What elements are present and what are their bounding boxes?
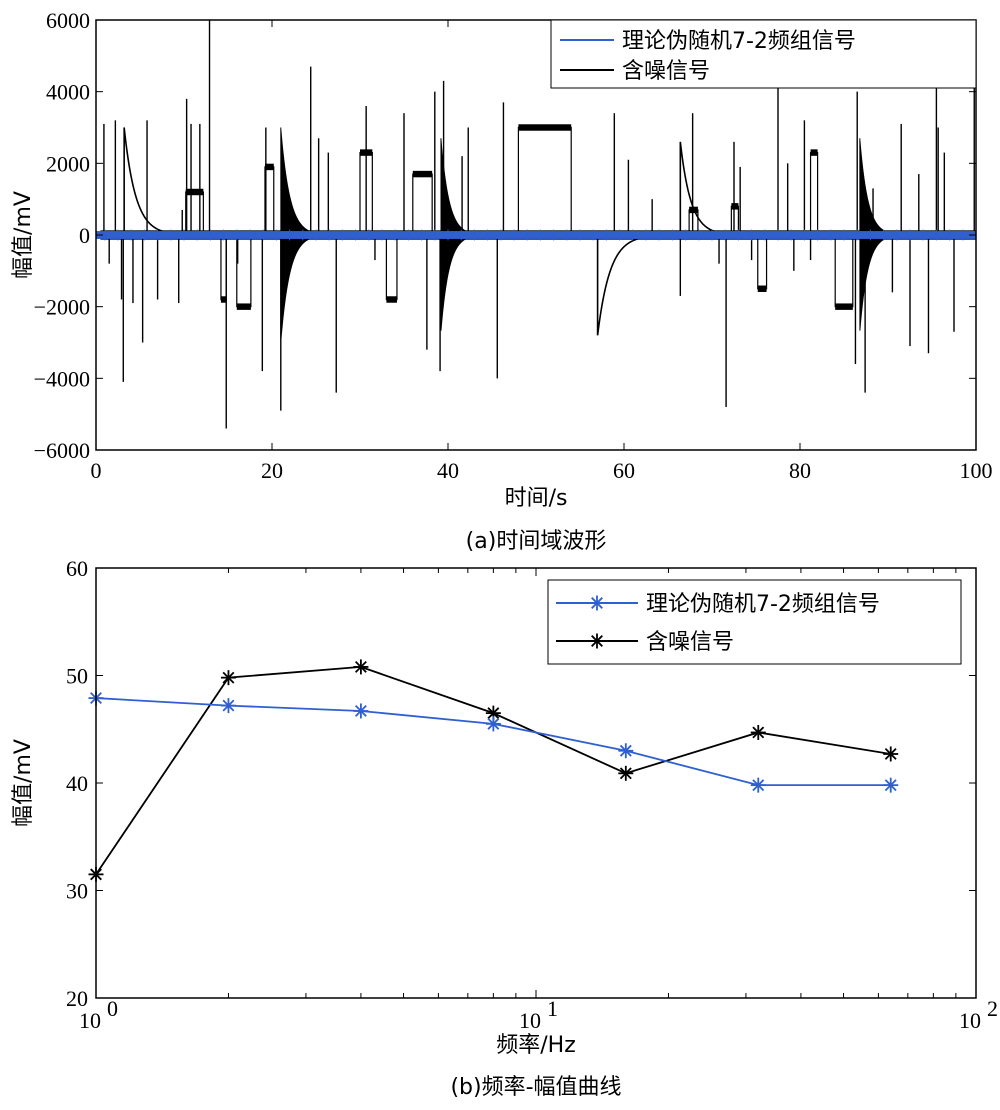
y-tick-label: 6000: [46, 8, 90, 33]
data-point-marker-stroke: [752, 779, 765, 792]
data-point-marker-stroke: [222, 671, 235, 684]
data-point-marker-stroke: [222, 699, 235, 712]
theory-signal-line: [96, 229, 976, 241]
data-point-marker-stroke: [619, 767, 632, 780]
data-point-marker-stroke: [884, 779, 897, 792]
y-tick-label: 50: [66, 664, 88, 689]
x-tick-label: 40: [437, 458, 459, 483]
legend-marker-noisy-b: [589, 633, 605, 649]
data-point-marker: [220, 670, 236, 686]
y-tick-label: 4000: [46, 80, 90, 105]
legend-star: [589, 633, 605, 649]
step-pulse-band: [810, 149, 818, 156]
data-point-marker: [353, 703, 369, 719]
y-tick-label: 40: [66, 771, 88, 796]
step-pulse-band: [220, 296, 227, 303]
data-point-marker-stroke: [354, 660, 367, 673]
legend-label-theory-a: 理论伪随机7-2频组信号: [622, 29, 856, 54]
data-point-marker-stroke: [487, 707, 500, 720]
y-tick-label: 0: [79, 223, 90, 248]
legend-star-stroke: [591, 597, 603, 609]
data-point-marker: [750, 724, 766, 740]
y-axis-label-a: 幅值/mV: [11, 191, 36, 279]
x-tick-label: 80: [789, 458, 811, 483]
data-point-marker-stroke: [354, 705, 367, 717]
step-pulse-band: [757, 285, 767, 292]
step-pulse-band: [185, 188, 204, 196]
data-point-marker-stroke: [884, 748, 897, 760]
y-axis-label-b: 幅值/mV: [11, 739, 36, 827]
data-point-marker: [883, 746, 899, 762]
step-pulse-band: [835, 303, 853, 310]
legend-a: 理论伪随机7-2频组信号 含噪信号: [550, 19, 977, 89]
step-pulse-band: [518, 124, 572, 131]
x-tick-label: 10: [519, 1008, 541, 1033]
legend-box-a: [550, 19, 977, 89]
step-pulse-band: [386, 296, 397, 303]
x-tick-label: 10: [79, 1008, 101, 1033]
data-point-marker: [353, 659, 369, 675]
step-pulse-band: [731, 203, 739, 210]
step-pulse-band: [236, 303, 251, 310]
data-point-marker-stroke: [487, 717, 500, 730]
legend-b: 理论伪随机7-2频组信号 含噪信号: [547, 579, 962, 665]
data-point-marker: [485, 716, 501, 732]
legend-label-theory-b: 理论伪随机7-2频组信号: [646, 592, 880, 617]
step-pulse-band: [412, 170, 433, 178]
y-tick-label: 60: [66, 556, 88, 581]
y-tick-label: 30: [66, 879, 88, 904]
legend-box-b: [547, 579, 962, 665]
data-point-marker: [220, 698, 236, 714]
data-point-marker: [618, 743, 634, 759]
caption-b: (b)频率-幅值曲线: [450, 1075, 621, 1100]
x-axis-label-a: 时间/s: [505, 486, 568, 511]
time-domain-chart: 0 20 40 60 80 100 −6000 −4000 −2000 0 2000 4000 6000…: [11, 8, 993, 554]
y-tick-label: −6000: [34, 438, 90, 463]
x-axis-label-b: 频率/Hz: [496, 1033, 576, 1058]
legend-label-noisy-b: 含噪信号: [646, 630, 734, 655]
x-tick-exponent: 2: [987, 996, 998, 1021]
legend-marker-theory-b: [589, 595, 605, 611]
data-point-marker-stroke: [619, 744, 632, 757]
x-tick-label: 10: [959, 1008, 981, 1033]
theory-band: [96, 231, 976, 239]
data-point-marker: [750, 777, 766, 793]
y-tick-label: 2000: [46, 151, 90, 176]
axis-ticks-a: 0 20 40 60 80 100 −6000 −4000 −2000 0 2000 4000 6000: [34, 8, 993, 483]
x-tick-label: 0: [91, 458, 102, 483]
x-tick-label: 20: [261, 458, 283, 483]
x-tick-exponent: 1: [547, 996, 558, 1021]
step-pulse-band: [264, 163, 274, 171]
y-tick-label: 20: [66, 986, 88, 1011]
legend-star-stroke: [591, 635, 603, 647]
legend-label-noisy-a: 含噪信号: [622, 59, 710, 84]
legend-star: [589, 595, 605, 611]
y-tick-label: −2000: [34, 295, 90, 320]
caption-a: (a)时间域波形: [466, 529, 607, 554]
data-point-marker-stroke: [752, 726, 765, 739]
x-tick-exponent: 0: [107, 996, 118, 1021]
data-point-marker: [618, 765, 634, 781]
x-tick-label: 60: [613, 458, 635, 483]
data-point-marker: [883, 777, 899, 793]
y-tick-label: −4000: [34, 366, 90, 391]
x-tick-label: 100: [960, 458, 993, 483]
